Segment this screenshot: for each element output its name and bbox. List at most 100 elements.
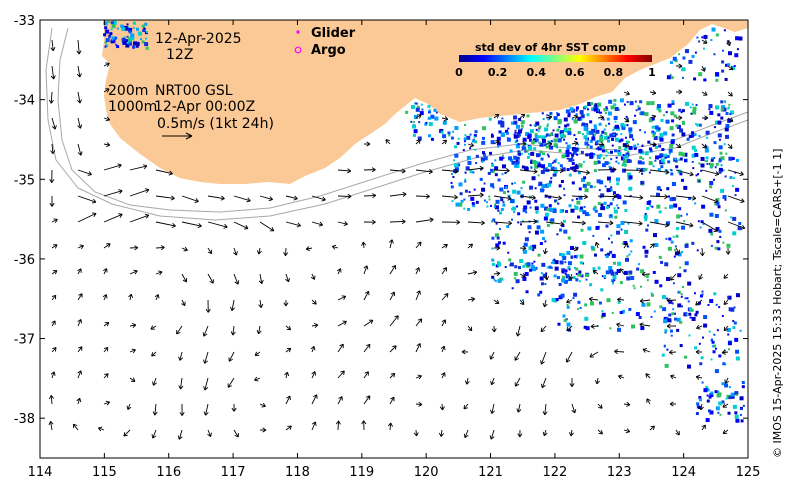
sst-pixel	[669, 144, 674, 149]
sst-pixel	[620, 138, 624, 142]
velocity-vector	[545, 195, 562, 201]
sst-pixel	[602, 157, 605, 160]
sst-pixel	[683, 220, 686, 223]
sst-pixel	[691, 145, 696, 150]
sst-pixel	[508, 258, 512, 262]
sst-pixel	[535, 219, 539, 223]
sst-pixel	[633, 146, 637, 150]
sst-pixel	[691, 241, 695, 245]
velocity-vector	[467, 243, 473, 249]
sst-pixel	[696, 36, 699, 39]
sst-pixel	[467, 207, 471, 211]
sst-pixel	[592, 267, 596, 271]
sst-pixel	[733, 64, 736, 67]
sst-pixel	[686, 297, 689, 300]
sst-pixel	[567, 261, 572, 266]
sst-pixel	[494, 205, 499, 210]
sst-pixel	[715, 105, 720, 110]
sst-pixel	[681, 152, 686, 157]
sst-pixel	[705, 156, 709, 160]
sst-pixel	[724, 363, 727, 366]
sst-pixel	[529, 185, 534, 190]
sst-pixel	[584, 212, 589, 217]
sst-pixel	[658, 186, 661, 189]
sst-pixel	[646, 201, 651, 206]
sst-pixel	[666, 187, 670, 191]
sst-pixel	[685, 313, 688, 316]
sst-pixel	[537, 174, 540, 177]
sst-pixel	[565, 209, 569, 213]
sst-pixel	[520, 128, 523, 131]
sst-pixel	[678, 108, 682, 112]
sst-pixel	[600, 193, 605, 198]
sst-pixel	[605, 107, 608, 110]
sst-pixel	[547, 155, 550, 158]
velocity-vector	[311, 221, 324, 227]
sst-pixel	[501, 164, 506, 169]
sst-pixel	[659, 284, 663, 288]
sst-pixel	[659, 153, 664, 158]
sst-pixel	[704, 148, 709, 153]
velocity-vector	[254, 376, 261, 382]
sst-pixel	[739, 396, 744, 401]
sst-pixel	[111, 38, 116, 43]
sst-pixel	[620, 133, 623, 136]
sst-pixel	[519, 259, 524, 264]
velocity-vector	[568, 273, 574, 280]
sst-pixel	[648, 171, 651, 174]
sst-pixel	[584, 125, 587, 128]
sst-pixel	[521, 299, 524, 302]
sst-pixel	[709, 410, 714, 415]
sst-pixel	[595, 225, 600, 230]
velocity-vector	[588, 296, 599, 302]
sst-pixel	[541, 164, 546, 169]
sst-pixel	[629, 102, 632, 105]
sst-pixel	[600, 136, 603, 139]
sst-pixel	[718, 401, 723, 406]
sst-pixel	[576, 254, 579, 257]
sst-pixel	[589, 120, 593, 124]
sst-pixel	[490, 183, 495, 188]
sst-pixel	[616, 230, 621, 235]
sst-pixel	[688, 135, 692, 139]
sst-pixel	[620, 220, 625, 225]
sst-pixel	[566, 144, 571, 149]
sst-pixel	[669, 329, 673, 333]
sst-pixel	[716, 329, 719, 332]
velocity-vector	[155, 169, 173, 176]
velocity-vector	[77, 346, 83, 353]
sst-pixel	[638, 148, 643, 153]
sst-pixel	[718, 167, 723, 172]
velocity-vector	[566, 325, 573, 332]
velocity-vector	[285, 395, 291, 405]
sst-pixel	[713, 178, 716, 181]
sst-pixel	[610, 105, 615, 110]
sst-pixel	[703, 323, 708, 328]
sst-pixel	[600, 315, 604, 319]
sst-pixel	[694, 149, 698, 153]
velocity-vector	[441, 293, 449, 301]
sst-pixel	[534, 187, 537, 190]
sst-pixel	[673, 248, 676, 251]
date-label: 12-Apr-2025	[155, 31, 242, 47]
sst-pixel	[684, 297, 687, 300]
sst-pixel	[676, 317, 681, 322]
sst-pixel	[428, 110, 432, 114]
velocity-vector	[623, 167, 643, 173]
sst-pixel	[646, 302, 651, 307]
sst-pixel	[662, 307, 667, 312]
sst-pixel	[613, 98, 617, 102]
sst-pixel	[700, 163, 705, 168]
velocity-vector	[331, 244, 339, 250]
sst-pixel	[730, 392, 735, 397]
sst-pixel	[734, 411, 738, 415]
sst-pixel	[603, 128, 606, 131]
sst-pixel	[565, 152, 570, 157]
sst-pixel	[544, 212, 549, 217]
sst-pixel	[112, 20, 117, 25]
sst-pixel	[548, 204, 552, 208]
sst-pixel	[665, 237, 668, 240]
sst-pixel	[643, 214, 648, 219]
velocity-vector	[695, 349, 703, 355]
velocity-vector	[727, 221, 746, 230]
